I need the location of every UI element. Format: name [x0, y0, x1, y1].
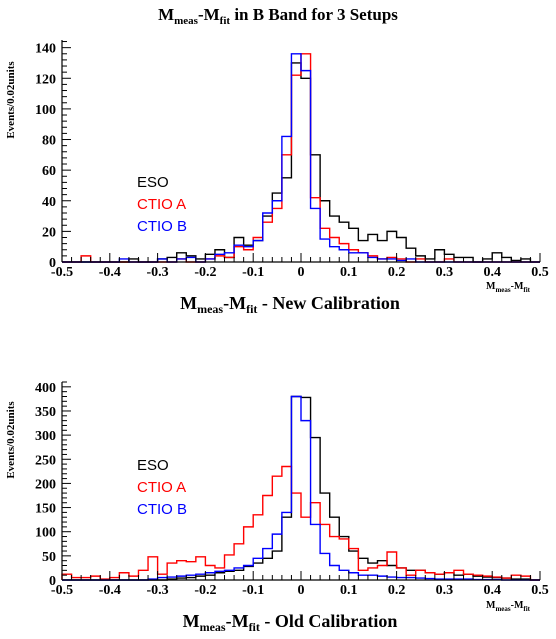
y-tick-label: 400	[35, 381, 56, 396]
y-tick-label: 350	[35, 405, 56, 420]
y-axis-label: Events/0.02units	[5, 61, 17, 139]
x-tick-label: 0.4	[483, 583, 501, 598]
legend-ctio-b: CTIO B	[137, 501, 187, 518]
x-tick-label: -0.5	[51, 583, 73, 598]
x-tick-label: -0.3	[147, 583, 169, 598]
x-tick-label: 0	[298, 583, 305, 598]
x-tick-label: 0.1	[340, 583, 358, 598]
x-axis-label: Mmeas-Mfit - Old Calibration	[183, 611, 398, 634]
series-ctio-b	[62, 395, 540, 581]
x-tick-label: 0.1	[340, 265, 358, 280]
legend-eso: ESO	[137, 457, 169, 474]
x-tick-label: -0.1	[242, 583, 264, 598]
series-ctio-a	[61, 465, 540, 581]
y-tick-label: 20	[42, 225, 56, 240]
legend-eso: ESO	[137, 174, 169, 191]
legend-ctio-a: CTIO A	[137, 196, 186, 213]
series-ctio-a	[62, 53, 540, 263]
y-tick-label: 250	[35, 453, 56, 468]
legend-ctio-b: CTIO B	[137, 218, 187, 235]
x-tick-label: -0.2	[194, 583, 216, 598]
histogram-old-calibration: Events/0.02units -0.5 -0.4 -0.3 -0.2 -0.1 0 0.…	[5, 381, 549, 634]
x-tick-label: -0.5	[51, 265, 73, 280]
y-tick-label: 0	[49, 256, 56, 271]
series-eso	[62, 395, 540, 581]
x-tick-label: 0	[298, 265, 305, 280]
x-tick-label: 0.4	[483, 265, 501, 280]
x-tick-label: 0.2	[388, 583, 406, 598]
series-ctio-b	[62, 53, 540, 263]
x-tick-label: -0.4	[99, 265, 121, 280]
x-tick-label: -0.3	[147, 265, 169, 280]
y-tick-label: 200	[35, 477, 56, 492]
y-tick-label: 300	[35, 429, 56, 444]
x-tick-label: -0.2	[194, 265, 216, 280]
x-tick-label: -0.1	[242, 265, 264, 280]
x-tick-label: 0.5	[531, 583, 549, 598]
x-tick-label: -0.4	[99, 583, 121, 598]
x-tick-label: 0.2	[388, 265, 406, 280]
x-tick-label: 0.5	[531, 265, 549, 280]
y-tick-label: 50	[42, 550, 56, 565]
y-tick-label: 40	[42, 195, 56, 210]
y-tick-label: 100	[35, 103, 56, 118]
histogram-new-calibration: Events/0.02units -0.5 -0.4 -0.3 -0.2 -0.1 0 0.…	[5, 40, 549, 316]
series-eso	[62, 62, 540, 263]
y-tick-label: 80	[42, 134, 56, 149]
x-axis-label: Mmeas-Mfit - New Calibration	[180, 293, 400, 316]
x-tick-label: 0.3	[436, 265, 454, 280]
y-tick-label: 120	[35, 72, 56, 87]
y-tick-label: 0	[49, 574, 56, 589]
y-tick-label: 140	[35, 42, 56, 57]
x-unit-label: Mmeas-Mfit	[486, 281, 531, 294]
legend-ctio-a: CTIO A	[137, 479, 186, 496]
y-tick-label: 60	[42, 164, 56, 179]
y-axis-label: Events/0.02units	[5, 401, 17, 479]
x-tick-label: 0.3	[436, 583, 454, 598]
figure-title: Mmeas-Mfit in B Band for 3 Setups	[158, 5, 398, 27]
y-tick-label: 150	[35, 502, 56, 517]
y-tick-label: 100	[35, 526, 56, 541]
x-unit-label: Mmeas-Mfit	[486, 600, 531, 613]
